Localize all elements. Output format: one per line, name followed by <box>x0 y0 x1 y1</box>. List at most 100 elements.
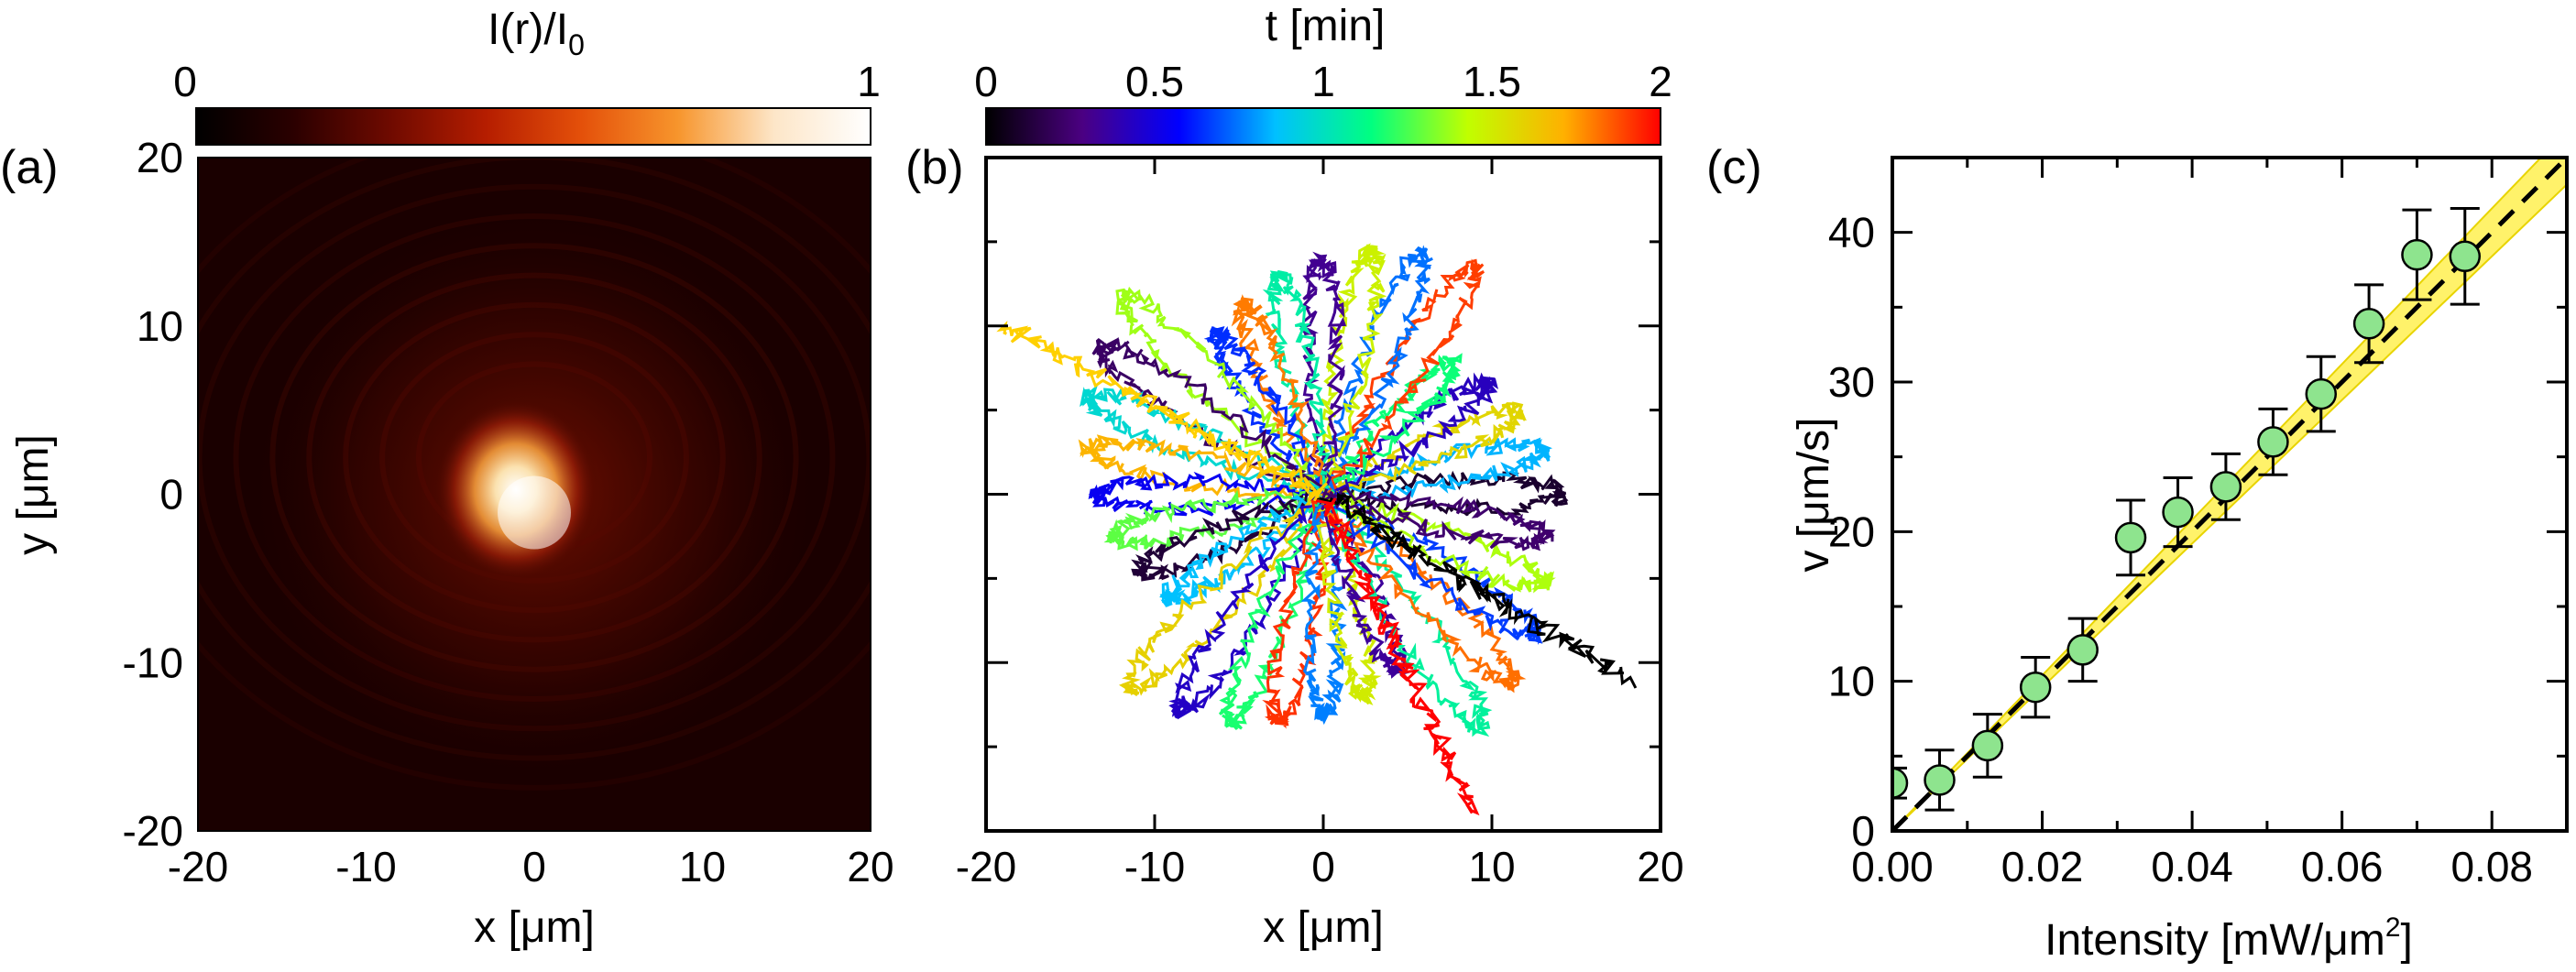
x-tick-label-c: 0.00 <box>1851 843 1934 890</box>
marker <box>2114 521 2147 554</box>
y-tick-label-c: 40 <box>1828 209 1875 257</box>
trajectory-20 <box>1159 487 1327 607</box>
ylabel-a: y [μm] <box>9 434 58 555</box>
trajectory-8 <box>1315 243 1387 497</box>
x-tick-label-a: 10 <box>679 843 726 890</box>
trajectory-escape-2 <box>1313 497 1480 816</box>
heatmap-fringes <box>198 158 871 791</box>
trajectory-21 <box>1118 490 1331 697</box>
fringe-arc <box>343 301 726 614</box>
data-point-10 <box>2305 355 2338 433</box>
xlabel-c: Intensity [mW/μm2] <box>2044 912 2413 965</box>
marker <box>2209 471 2242 503</box>
axes-c-frame <box>1891 156 2569 833</box>
data-point-2 <box>1924 748 1956 812</box>
trajectory-29 <box>1321 489 1527 694</box>
x-tick-label-b: 20 <box>1637 843 1683 890</box>
data-point-4 <box>2019 656 2052 719</box>
colorbar-b-ticks: 0 0.5 1 1.5 2 <box>974 58 1672 105</box>
marker <box>1892 767 1909 799</box>
y-tick-label-a: -10 <box>123 639 183 686</box>
marker <box>2019 671 2052 704</box>
axes-a-frame <box>197 157 871 832</box>
marker <box>2449 240 2482 273</box>
y-tick-label-c: 30 <box>1828 358 1875 406</box>
fringe-arc <box>198 183 871 732</box>
trajectory-6 <box>1321 258 1485 497</box>
fringe-arc <box>233 213 836 702</box>
axes-c-ticks: 0.00 0.02 0.04 0.06 0.08 0 10 20 30 40 <box>1828 158 2569 890</box>
xlabel-a: x [μm] <box>474 903 595 952</box>
x-tick-label-c: 0.02 <box>2001 843 2084 890</box>
trajectory-23 <box>1218 493 1332 731</box>
marker <box>1924 764 1956 796</box>
trajectory-4 <box>1316 372 1499 502</box>
x-tick-label-a: 0 <box>522 843 546 890</box>
data-point-6 <box>2114 498 2147 577</box>
panel-label-c: (c) <box>1706 141 1762 194</box>
fringe-arc <box>198 158 871 791</box>
marker <box>2305 377 2338 410</box>
xlabel-b: x [μm] <box>1263 903 1384 952</box>
panel-b: t [min] 0 0.5 1 1.5 2 (b) -20 -10 0 10 20 x [μm] <box>905 2 1684 952</box>
trajectory-3 <box>1318 401 1528 500</box>
colorbar-b <box>985 107 1661 146</box>
marker <box>2257 426 2289 458</box>
data-point-12 <box>2401 208 2433 301</box>
axes-a-ticks: -20 -10 0 10 20 -20 -10 0 10 20 <box>123 134 894 890</box>
colorbar-b-tick-label: 1 <box>1311 58 1335 105</box>
trajectory-32 <box>1319 486 1556 552</box>
x-tick-label-c: 0.04 <box>2151 843 2233 890</box>
trajectory-1 <box>1314 470 1569 519</box>
axes-b-ticks: -20 -10 0 10 20 <box>956 156 1684 890</box>
marker <box>2066 634 2099 666</box>
x-tick-label-a: 20 <box>847 843 893 890</box>
trajectory-escape-1 <box>1313 491 1638 689</box>
trajectory-31 <box>1320 486 1556 594</box>
fringe-arc <box>379 332 689 584</box>
y-tick-label-a: 0 <box>159 471 183 519</box>
y-tick-label-c: 20 <box>1828 508 1875 555</box>
panel-label-a: (a) <box>0 141 59 194</box>
data-point-11 <box>2352 283 2385 365</box>
marker <box>1971 729 2004 762</box>
trajectory-22 <box>1168 490 1326 720</box>
fringe-arc <box>269 243 799 672</box>
colorbar-b-tick-label: 1.5 <box>1463 58 1521 105</box>
heatmap-image <box>198 158 871 831</box>
x-tick-label-b: 10 <box>1468 843 1515 890</box>
x-tick-label-b: 0 <box>1311 843 1335 890</box>
x-tick-label-a: -20 <box>168 843 228 890</box>
trajectory-12 <box>1203 326 1327 498</box>
panel-c: (c) 0.00 0.02 0.04 0.06 0.08 0 10 20 30 40 Intens… <box>1706 141 2569 965</box>
y-tick-label-c: 0 <box>1851 807 1875 855</box>
trajectory-5 <box>1320 353 1463 499</box>
trajectory-9 <box>1299 251 1347 497</box>
colorbar-b-tick-label: 0.5 <box>1125 58 1184 105</box>
marker <box>2162 496 2194 529</box>
data-point-5 <box>2066 617 2099 683</box>
trajectories <box>996 243 1638 816</box>
colorbar-a-title: I(r)/I0 <box>488 5 585 61</box>
colorbar-a <box>195 107 871 146</box>
y-tick-label-c: 10 <box>1828 658 1875 705</box>
data-point-8 <box>2209 452 2242 521</box>
ylabel-c: v [μm/s] <box>1790 418 1838 573</box>
colorbar-a-min-label: 0 <box>173 58 197 105</box>
colorbar-b-title: t [min] <box>1266 2 1386 50</box>
marker <box>2352 308 2385 340</box>
data-point-13 <box>2449 207 2482 306</box>
y-tick-label-a: -20 <box>123 807 183 855</box>
x-tick-label-b: -10 <box>1124 843 1185 890</box>
x-tick-label-c: 0.06 <box>2301 843 2384 890</box>
panel-a: I(r)/I0 0 1 (a) -20 -10 0 10 20 -20 -10 0 10 20 x… <box>0 5 894 952</box>
data-point-9 <box>2257 407 2289 476</box>
fringe-arc <box>198 158 871 761</box>
trajectory-30 <box>1316 489 1543 645</box>
x-tick-label-c: 0.08 <box>2450 843 2533 890</box>
colorbar-a-max-label: 1 <box>857 58 881 105</box>
colorbar-b-tick-label: 0 <box>974 58 998 105</box>
heatmap-peak <box>498 475 571 550</box>
trajectory-18 <box>1103 486 1329 552</box>
y-tick-label-a: 20 <box>137 134 183 181</box>
